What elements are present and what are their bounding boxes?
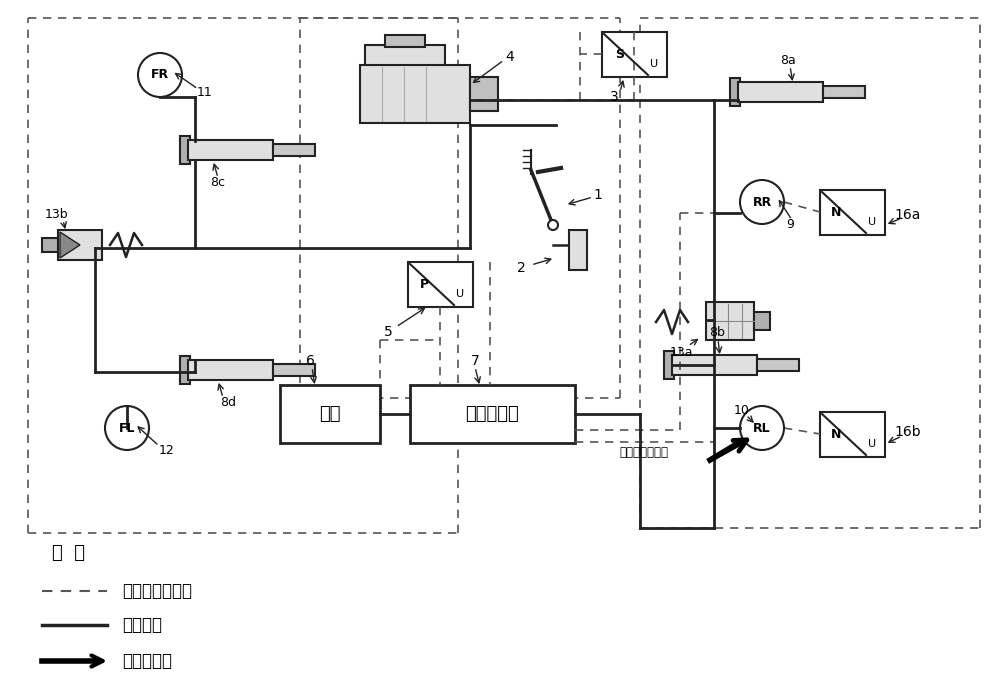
Text: 8d: 8d <box>220 396 236 408</box>
Bar <box>706 302 754 340</box>
Text: 13b: 13b <box>44 208 68 221</box>
Bar <box>280 385 380 443</box>
Text: U: U <box>456 289 464 299</box>
Text: 制动管路: 制动管路 <box>122 616 162 634</box>
Bar <box>823 86 865 98</box>
Text: 制动控制器: 制动控制器 <box>465 405 519 423</box>
Text: S: S <box>616 48 624 60</box>
Bar <box>820 190 885 235</box>
Text: FL: FL <box>119 421 135 435</box>
Bar <box>360 65 470 123</box>
Bar <box>410 385 575 443</box>
Text: 5: 5 <box>384 325 392 339</box>
Text: U: U <box>650 59 658 69</box>
Text: 8c: 8c <box>210 176 226 188</box>
Bar <box>672 355 757 375</box>
Bar <box>180 356 190 384</box>
Bar <box>602 32 667 77</box>
Text: 16a: 16a <box>895 208 921 222</box>
Text: 6: 6 <box>306 354 314 368</box>
Text: 8b: 8b <box>709 327 725 340</box>
Text: 图  例: 图 例 <box>52 544 85 562</box>
Circle shape <box>548 220 558 230</box>
Text: 电源: 电源 <box>319 405 341 423</box>
Text: 12: 12 <box>159 444 175 457</box>
Bar <box>188 140 273 160</box>
Text: U: U <box>868 439 876 449</box>
Circle shape <box>740 180 784 224</box>
Bar <box>664 351 674 379</box>
Bar <box>408 262 473 307</box>
Text: 10: 10 <box>734 403 750 417</box>
Bar <box>188 360 273 380</box>
Bar <box>730 78 740 106</box>
Text: 至其它电控系统: 至其它电控系统 <box>620 446 668 459</box>
Bar <box>757 359 799 371</box>
Text: N: N <box>831 428 841 441</box>
Bar <box>273 144 315 156</box>
Bar <box>738 82 823 102</box>
Bar <box>385 35 425 47</box>
Text: 9: 9 <box>786 217 794 230</box>
Text: 11: 11 <box>197 86 213 100</box>
Bar <box>569 230 587 270</box>
Text: N: N <box>831 206 841 219</box>
Bar <box>754 312 770 330</box>
Text: 2: 2 <box>517 261 525 275</box>
Text: 8a: 8a <box>780 53 796 66</box>
Polygon shape <box>60 232 80 258</box>
Bar <box>42 238 58 252</box>
Text: P: P <box>419 277 429 291</box>
Text: 信号线和电源线: 信号线和电源线 <box>122 582 192 600</box>
Text: FR: FR <box>151 69 169 82</box>
Bar <box>273 364 315 376</box>
Text: RR: RR <box>752 196 772 208</box>
Text: 制动力方向: 制动力方向 <box>122 652 172 670</box>
Bar <box>365 45 445 67</box>
Text: 4: 4 <box>506 50 514 64</box>
Text: RL: RL <box>753 421 771 435</box>
Text: 7: 7 <box>471 354 479 368</box>
Bar <box>180 136 190 164</box>
Circle shape <box>740 406 784 450</box>
Text: 3: 3 <box>610 90 618 104</box>
Bar <box>820 412 885 457</box>
Text: 16b: 16b <box>895 425 921 439</box>
Circle shape <box>138 53 182 97</box>
Bar <box>470 77 498 111</box>
Text: 1: 1 <box>594 188 602 202</box>
Bar <box>58 230 102 260</box>
Text: 13a: 13a <box>669 345 693 358</box>
Circle shape <box>105 406 149 450</box>
Text: U: U <box>868 217 876 227</box>
